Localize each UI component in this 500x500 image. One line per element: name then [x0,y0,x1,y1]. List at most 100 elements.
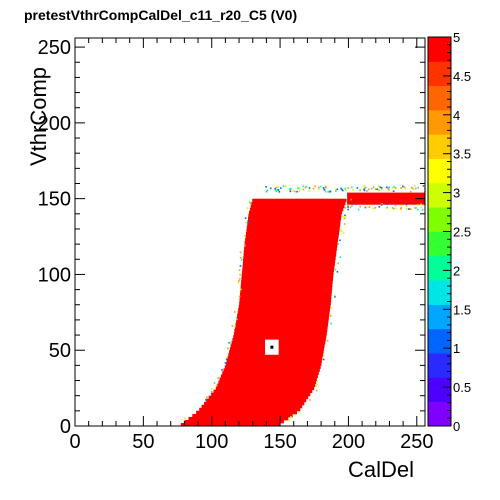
heatmap-cell [294,190,296,193]
heatmap-cell [420,206,422,209]
colorbar-tick-label: 1 [453,341,460,356]
heatmap-cell [367,188,370,191]
heatmap-cell [290,416,292,418]
y-tick-label: 200 [38,113,71,135]
heatmap-cell [342,189,344,192]
heatmap-cell [359,188,362,191]
heatmap-cell [378,189,381,191]
heatmap-cell [386,207,388,209]
heatmap-cell [244,247,337,251]
colorbar-segment [428,328,451,354]
heatmap-cell [405,208,408,210]
heatmap-cell [302,185,305,188]
heatmap-cell [324,190,327,193]
heatmap-cell [275,190,278,193]
heatmap-cell [248,213,342,218]
heatmap-cell [344,214,346,217]
heatmap-cell [359,205,361,208]
heatmap-cell [287,419,290,422]
heatmap-cell [216,384,218,387]
heatmap-cell [244,244,246,247]
heatmap-cell [240,288,242,291]
heatmap-cell [413,185,416,187]
heatmap-cell [374,188,377,190]
heatmap-cell [340,230,343,233]
heatmap-cell [372,186,375,188]
heatmap-cell [204,401,305,406]
heatmap-cell [224,362,227,364]
colorbar-segment [428,255,451,281]
heatmap-cell [324,186,327,189]
heatmap-cell [416,204,419,206]
heatmap-cell [381,204,383,206]
heatmap-cell [274,189,277,192]
heatmap-cell [245,235,339,239]
heatmap-cell [246,229,340,233]
heatmap-cell [336,188,339,191]
heatmap-cell [315,385,318,387]
heatmap-cell [241,259,243,261]
colorbar-tick-label: 4.5 [453,69,471,84]
colorbar-segment [428,231,451,257]
colorbar-tick-label: 2.5 [453,225,471,240]
heatmap-cell [302,188,305,191]
heatmap-cell [324,185,327,188]
heatmap-cell [247,221,249,224]
heatmap-cell [349,206,352,209]
heatmap-cell [226,356,228,359]
heatmap-cell [247,222,341,227]
colorbar-tick-label: 5 [453,30,460,45]
heatmap-cell [266,189,268,192]
heatmap-cell [366,190,368,192]
colorbar-tick-label: 3.5 [453,147,471,162]
heatmap-cell [330,322,332,325]
heatmap-cell [243,259,336,263]
heatmap-cell [228,353,323,357]
heatmap-cell [317,188,320,191]
plot-frame [74,37,426,427]
heatmap-cell [278,191,281,193]
heatmap-cell [238,280,240,282]
heatmap-cell [282,185,285,188]
heatmap-cell [245,238,339,242]
heatmap-cell [347,187,350,189]
heatmap-cell [339,256,342,258]
heatmap-cell [211,388,213,390]
heatmap-cell [319,185,322,188]
heatmap-cell [406,205,408,207]
heatmap-cell [392,207,395,210]
heatmap-cell [388,186,390,189]
colorbar-segment [428,353,451,378]
heatmap-cell [245,221,247,224]
heatmap-cell [365,206,368,208]
heatmap-cell [237,310,330,315]
x-tick-label: 0 [69,431,80,453]
heatmap-cell [409,190,412,193]
heatmap-cell [334,268,336,271]
colorbar-segment [428,182,451,208]
heatmap-cell [213,382,216,384]
heatmap-cell [239,278,241,280]
heatmap-cell [241,274,334,278]
heatmap-cell [322,354,325,357]
heatmap-cell [342,215,344,218]
heatmap-cell [238,269,241,271]
heatmap-cell [422,185,425,187]
heatmap-cell [234,325,236,328]
colorbar-tick-label: 0.5 [453,380,471,395]
heatmap-cell [412,188,414,190]
y-axis-title: VthrComp [26,67,51,166]
heatmap-cell [337,243,339,245]
heatmap-cell [297,187,299,189]
heatmap-cell [210,391,213,393]
heatmap-cell [247,219,341,224]
heatmap-cell [217,383,316,388]
heatmap-cell [402,185,404,188]
heatmap-cell [238,295,241,298]
heatmap-cell [219,377,317,381]
heatmap-cell [340,229,342,231]
heatmap-cell [345,189,347,192]
heatmap-cell [215,386,315,391]
heatmap-cell [316,383,318,386]
x-tick-label: 150 [263,431,296,453]
